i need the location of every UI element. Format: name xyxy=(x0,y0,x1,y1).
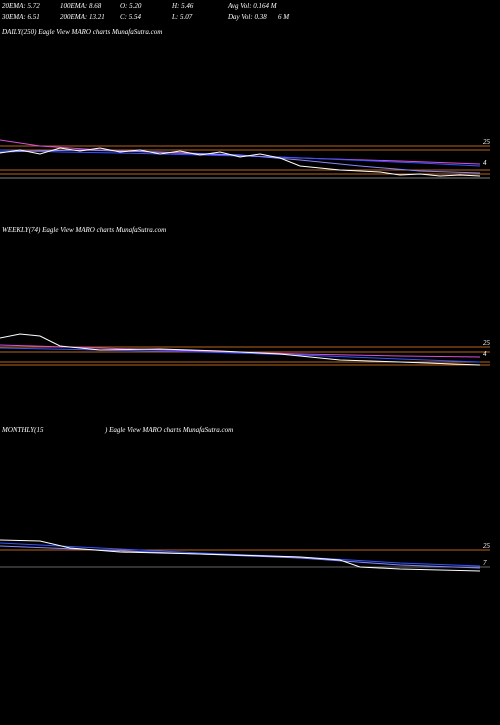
stat: 20EMA: 5.72 xyxy=(2,2,40,10)
stat: 200EMA: 13.21 xyxy=(60,13,105,21)
stat: O: 5.20 xyxy=(120,2,142,10)
stat: L: 5.07 xyxy=(171,13,193,21)
stat: 100EMA: 8.68 xyxy=(60,2,102,10)
panel-label: MONTHLY(15 xyxy=(1,426,44,434)
price-label: 25 xyxy=(483,339,491,347)
panel-label: DAILY(250) Eagle View MARO charts Munafa… xyxy=(1,28,162,36)
stat: H: 5.46 xyxy=(171,2,194,10)
stat: 30EMA: 6.51 xyxy=(1,13,40,21)
panel-label: WEEKLY(74) Eagle View MARO charts Munafa… xyxy=(2,226,166,234)
weekly-lines xyxy=(0,333,490,366)
stat: Day Vol: 0.38 xyxy=(227,13,267,21)
price-label: 4 xyxy=(483,159,487,167)
price-label: 25 xyxy=(483,542,491,550)
stat: C: 5.54 xyxy=(120,13,142,21)
monthly-lines xyxy=(0,539,490,572)
panel-label: ) Eagle View MARO charts MunafaSutra.com xyxy=(104,426,233,434)
daily-lines xyxy=(0,139,490,179)
stat: 6 M xyxy=(278,13,290,21)
stat: Avg Vol: 0.164 M xyxy=(227,2,278,10)
price-label: 25 xyxy=(483,138,491,146)
price-label: 7 xyxy=(483,559,487,567)
price-label: 4 xyxy=(483,350,487,358)
